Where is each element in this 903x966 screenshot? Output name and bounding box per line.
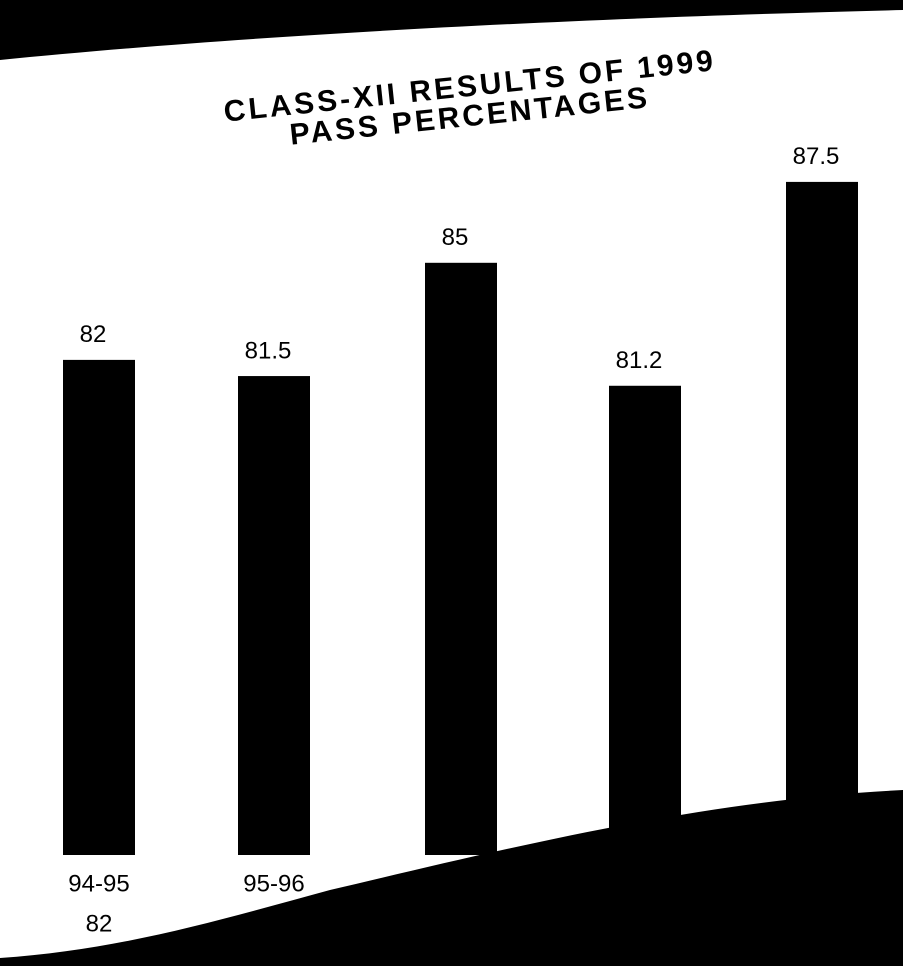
- bar: [425, 262, 497, 855]
- value-label: 85: [442, 224, 469, 251]
- bar: [238, 376, 310, 855]
- bar: [786, 181, 858, 855]
- table-value: 81.5: [251, 910, 298, 937]
- table-value: 81.2: [622, 910, 669, 937]
- value-label: 81.5: [245, 337, 292, 364]
- bar: [63, 359, 135, 855]
- table-value: 87.5: [799, 910, 846, 937]
- table-value: 82: [86, 910, 113, 937]
- x-tick-label: 97-98: [614, 870, 675, 897]
- x-tick-label: 95-96: [243, 870, 304, 897]
- x-tick-label: 96-97: [430, 870, 491, 897]
- bar: [609, 385, 681, 855]
- x-tick-label: 94-95: [68, 870, 129, 897]
- x-tick-label: 98-99: [791, 870, 852, 897]
- table-value: 85: [448, 910, 475, 937]
- value-label: 81.2: [616, 347, 663, 374]
- value-label: 87.5: [793, 143, 840, 170]
- value-label: 82: [80, 321, 107, 348]
